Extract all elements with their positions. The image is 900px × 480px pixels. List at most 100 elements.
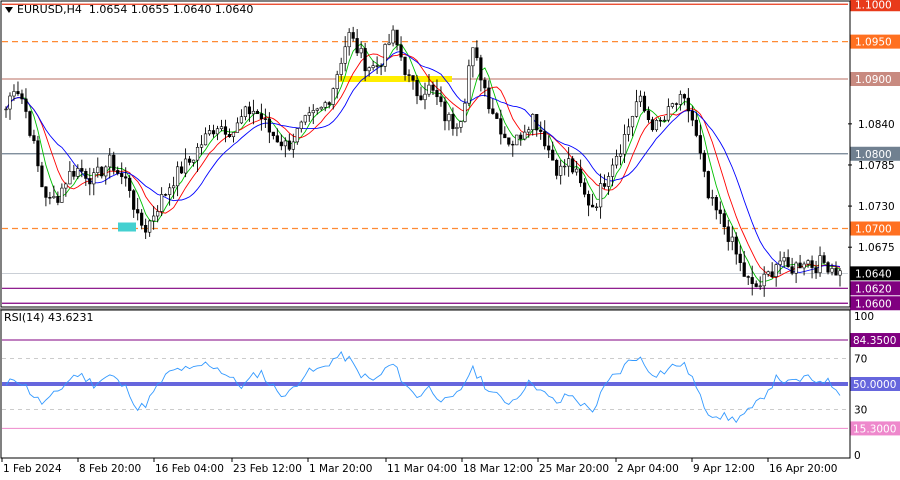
candle-body [195, 147, 200, 161]
candle-body [403, 56, 407, 75]
time-tick-label: 25 Mar 20:00 [539, 463, 609, 475]
candle-body [654, 120, 659, 131]
candle-body [515, 134, 519, 146]
candle-body [622, 134, 627, 155]
time-tick-label: 11 Mar 04:00 [387, 463, 457, 475]
rsi-level-lines [2, 339, 848, 429]
candle-body [794, 262, 798, 274]
chart-header: EURUSD,H4 1.0654 1.0655 1.0640 1.0640 [5, 3, 253, 16]
candle-body [8, 95, 12, 110]
price-tag-label: 1.0700 [855, 224, 892, 236]
candle-body [303, 115, 307, 123]
candle-body [826, 262, 830, 273]
candle-body [120, 173, 124, 178]
candle-body [331, 88, 335, 105]
candle-body [746, 276, 750, 278]
candle-body [227, 134, 232, 138]
candle-body [662, 119, 667, 122]
candle-body [375, 65, 379, 67]
candle-body [4, 108, 8, 111]
rsi-tick-label: 0 [854, 450, 861, 462]
price-tag-label: 1.0800 [855, 149, 892, 161]
candle-body [231, 132, 236, 138]
candle-body [183, 158, 188, 174]
candle-body [435, 90, 439, 98]
candle-body [770, 271, 774, 277]
candle-body [822, 255, 826, 263]
candle-body [686, 97, 690, 112]
candle-body [634, 101, 639, 117]
candle-body [674, 103, 678, 105]
candle-body [363, 48, 367, 72]
candle-body [327, 102, 331, 105]
candle-body [80, 168, 84, 172]
candle-body [802, 263, 806, 269]
candle-body [100, 166, 104, 177]
candle-body [419, 95, 423, 101]
rsi-line [5, 350, 841, 424]
candle-body [814, 267, 818, 274]
rsi-tag-50.0000 [850, 377, 900, 391]
candle-body [287, 140, 291, 150]
candle-body [782, 257, 786, 262]
candle-body [738, 253, 742, 264]
candle-body [551, 149, 555, 161]
candle-body [68, 171, 72, 185]
rsi-tag-label: 50.0000 [853, 379, 896, 391]
ma-mid-line [5, 53, 841, 278]
candle-body [271, 131, 275, 137]
candle-body [682, 94, 686, 99]
candle-body [630, 116, 635, 128]
rsi-tick-label: 30 [854, 405, 867, 417]
ma-fast-line [5, 43, 841, 283]
candle-body [323, 102, 327, 108]
price-tag-label: 1.0640 [855, 268, 892, 280]
time-tick-label: 8 Feb 20:00 [79, 463, 141, 475]
symbol-label: EURUSD,H4 [17, 3, 82, 16]
candle-body [658, 120, 663, 122]
candle-body [124, 176, 128, 179]
time-tick-label: 2 Apr 04:00 [617, 463, 679, 475]
triangle-down-icon[interactable] [5, 7, 13, 13]
candle-body [838, 270, 842, 276]
candle-body [211, 130, 216, 135]
candle-body [818, 255, 822, 274]
candle-body [351, 32, 355, 39]
candle-body [199, 144, 204, 148]
price-tag-label: 1.0900 [855, 74, 892, 86]
candle-body [96, 166, 100, 173]
candle-body [259, 113, 263, 120]
candle-body [555, 159, 559, 176]
candle-body [64, 183, 68, 189]
rsi-tick-label: 100 [854, 311, 874, 323]
candle-body [267, 118, 271, 133]
candle-body [28, 111, 32, 136]
rsi-pane-frame [0, 309, 851, 459]
candle-body [223, 126, 228, 135]
rsi-value: 43.6231 [47, 311, 94, 324]
candle-body [742, 262, 746, 277]
candle-body [786, 257, 790, 267]
candle-body [12, 91, 16, 97]
candle-body [598, 183, 603, 208]
candle-body [642, 95, 647, 112]
candle-body [547, 145, 551, 151]
candle-body [104, 166, 108, 177]
price-tick-label: 1.0675 [858, 242, 895, 254]
price-tick-label: 1.0785 [858, 160, 895, 172]
candle-body [407, 74, 411, 76]
candle-body [88, 178, 92, 185]
pane-separator [0, 308, 850, 311]
candle-body [32, 135, 36, 142]
candle-body [187, 158, 192, 163]
candle-body [144, 225, 148, 233]
candle-body [251, 110, 256, 115]
candle-body [132, 190, 136, 210]
candle-body [279, 141, 283, 147]
candle-body [714, 197, 718, 211]
candle-body [219, 126, 224, 130]
candle-body [726, 226, 730, 242]
candle-body [175, 166, 180, 187]
candle-body [203, 133, 208, 146]
candle-body [798, 262, 802, 269]
